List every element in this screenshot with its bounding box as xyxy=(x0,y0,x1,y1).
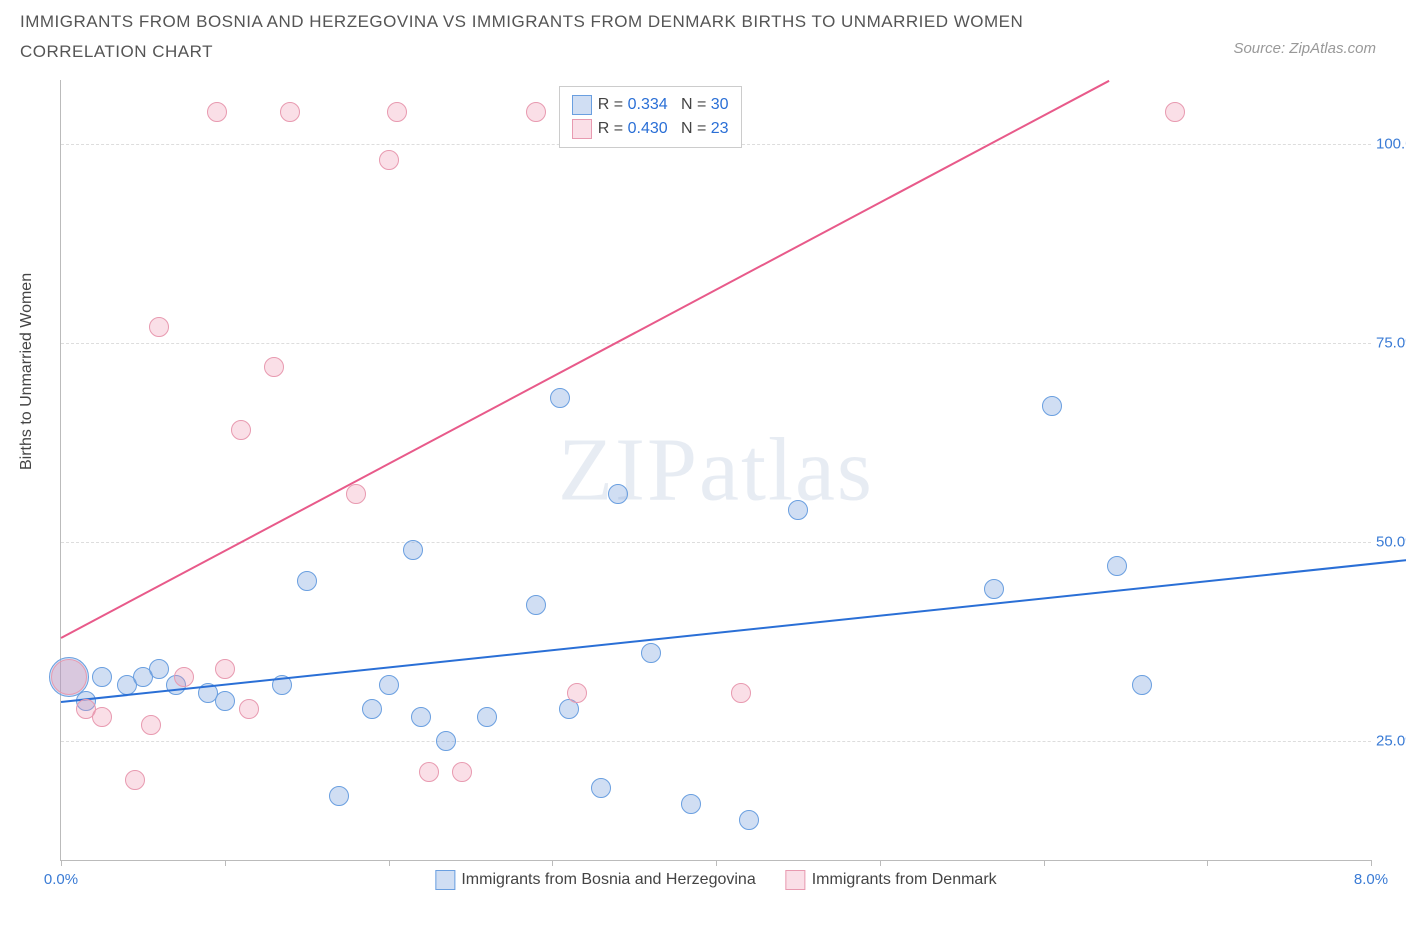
data-point xyxy=(436,731,456,751)
data-point xyxy=(403,540,423,560)
y-tick-label: 25.0% xyxy=(1376,732,1406,749)
x-tick-mark xyxy=(61,860,62,866)
legend-label: Immigrants from Denmark xyxy=(812,871,997,889)
data-point xyxy=(526,102,546,122)
data-point xyxy=(149,317,169,337)
gridline xyxy=(61,741,1371,742)
x-tick-mark xyxy=(880,860,881,866)
x-tick-mark xyxy=(552,860,553,866)
data-point xyxy=(125,770,145,790)
x-tick-mark xyxy=(1371,860,1372,866)
trend-line xyxy=(61,80,1110,639)
data-point xyxy=(641,643,661,663)
data-point xyxy=(1042,396,1062,416)
data-point xyxy=(526,595,546,615)
data-point xyxy=(215,691,235,711)
legend-label: Immigrants from Bosnia and Herzegovina xyxy=(461,871,755,889)
series-legend: Immigrants from Bosnia and Herzegovina Im… xyxy=(435,870,996,890)
data-point xyxy=(297,571,317,591)
x-tick-mark xyxy=(716,860,717,866)
gridline xyxy=(61,542,1371,543)
data-point xyxy=(567,683,587,703)
data-point xyxy=(280,102,300,122)
data-point xyxy=(1165,102,1185,122)
x-tick-mark xyxy=(225,860,226,866)
data-point xyxy=(149,659,169,679)
data-point xyxy=(329,786,349,806)
legend-swatch xyxy=(435,870,455,890)
data-point xyxy=(92,707,112,727)
data-point xyxy=(379,675,399,695)
data-point xyxy=(215,659,235,679)
y-axis-label: Births to Unmarried Women xyxy=(18,273,36,470)
trend-line xyxy=(61,558,1406,703)
x-tick-mark xyxy=(1044,860,1045,866)
data-point xyxy=(231,420,251,440)
data-point xyxy=(411,707,431,727)
gridline xyxy=(61,343,1371,344)
data-point xyxy=(362,699,382,719)
data-point xyxy=(387,102,407,122)
data-point xyxy=(207,102,227,122)
data-point xyxy=(984,579,1004,599)
data-point xyxy=(379,150,399,170)
data-point xyxy=(346,484,366,504)
data-point xyxy=(419,762,439,782)
data-point xyxy=(731,683,751,703)
data-point xyxy=(1107,556,1127,576)
data-point xyxy=(174,667,194,687)
data-point xyxy=(788,500,808,520)
source-attribution: Source: ZipAtlas.com xyxy=(1233,40,1376,57)
y-tick-label: 50.0% xyxy=(1376,533,1406,550)
watermark: ZIPatlas xyxy=(558,419,874,522)
stats-legend: R = 0.334 N = 30R = 0.430 N = 23 xyxy=(559,86,742,148)
data-point xyxy=(550,388,570,408)
legend-swatch xyxy=(572,119,592,139)
data-point xyxy=(1132,675,1152,695)
legend-item: Immigrants from Bosnia and Herzegovina xyxy=(435,870,755,890)
data-point xyxy=(591,778,611,798)
data-point xyxy=(739,810,759,830)
stats-text: R = 0.430 N = 23 xyxy=(598,117,729,141)
stats-text: R = 0.334 N = 30 xyxy=(598,93,729,117)
page-title-line2: CORRELATION CHART xyxy=(20,42,213,62)
y-tick-label: 100.0% xyxy=(1376,135,1406,152)
data-point xyxy=(681,794,701,814)
data-point xyxy=(477,707,497,727)
data-point xyxy=(264,357,284,377)
page-title-line1: IMMIGRANTS FROM BOSNIA AND HERZEGOVINA V… xyxy=(20,12,1023,32)
data-point xyxy=(239,699,259,719)
legend-item: Immigrants from Denmark xyxy=(786,870,997,890)
stats-legend-row: R = 0.334 N = 30 xyxy=(572,93,729,117)
x-tick-mark xyxy=(389,860,390,866)
x-tick-label: 0.0% xyxy=(44,871,78,888)
data-point xyxy=(92,667,112,687)
data-point xyxy=(51,659,87,695)
x-tick-mark xyxy=(1207,860,1208,866)
legend-swatch xyxy=(572,95,592,115)
scatter-chart: ZIPatlas 25.0%50.0%75.0%100.0%0.0%8.0%R … xyxy=(60,80,1371,861)
stats-legend-row: R = 0.430 N = 23 xyxy=(572,117,729,141)
data-point xyxy=(608,484,628,504)
data-point xyxy=(141,715,161,735)
legend-swatch xyxy=(786,870,806,890)
x-tick-label: 8.0% xyxy=(1354,871,1388,888)
y-tick-label: 75.0% xyxy=(1376,334,1406,351)
data-point xyxy=(452,762,472,782)
